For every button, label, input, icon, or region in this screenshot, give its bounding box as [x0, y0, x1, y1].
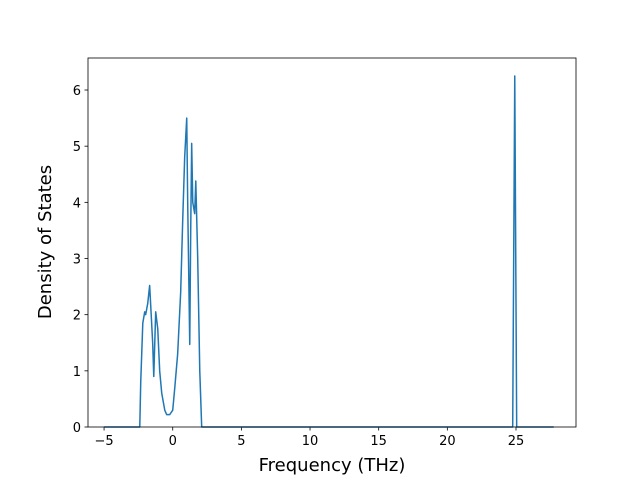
y-tick-label: 1: [73, 365, 81, 380]
x-axis-label: Frequency (THz): [259, 455, 406, 476]
x-tick-label: 25: [508, 434, 525, 449]
x-tick-label: 5: [237, 434, 245, 449]
x-tick-label: 15: [370, 434, 387, 449]
plot-frame: [87, 57, 577, 428]
y-axis-label: Density of States: [35, 165, 56, 319]
x-tick-label: −5: [94, 434, 113, 449]
x-tick-label: 10: [302, 434, 319, 449]
x-tick-label: 20: [439, 434, 456, 449]
y-tick-label: 3: [73, 253, 81, 268]
y-tick-label: 4: [73, 196, 81, 211]
y-tick-label: 6: [73, 84, 81, 99]
y-tick-label: 2: [73, 309, 81, 324]
x-tick-label: 0: [169, 434, 177, 449]
line: [104, 75, 554, 428]
y-tick-label: 5: [73, 140, 81, 155]
y-tick-label: 0: [73, 421, 81, 436]
